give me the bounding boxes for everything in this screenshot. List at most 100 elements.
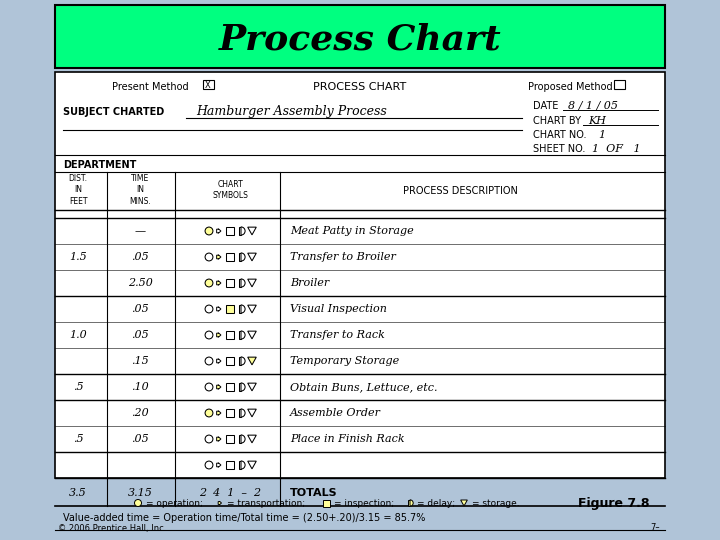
Text: X: X: [205, 80, 211, 90]
Bar: [226, 435, 234, 443]
Polygon shape: [461, 500, 467, 506]
Bar: [55, 5, 665, 68]
Text: .15: .15: [131, 356, 149, 366]
Circle shape: [205, 461, 213, 469]
Polygon shape: [248, 435, 256, 443]
Text: 2  4  1  –  2: 2 4 1 – 2: [199, 488, 261, 498]
Wedge shape: [241, 331, 245, 339]
Circle shape: [205, 227, 213, 235]
Text: DEPARTMENT: DEPARTMENT: [63, 160, 136, 170]
Text: SUBJECT CHARTED: SUBJECT CHARTED: [63, 107, 164, 117]
Text: .05: .05: [131, 304, 149, 314]
Text: Value-added time = Operation time/Total time = (2.50+.20)/3.15 = 85.7%: Value-added time = Operation time/Total …: [63, 513, 426, 523]
Bar: [239, 331, 241, 339]
Circle shape: [205, 331, 213, 339]
FancyArrow shape: [217, 359, 221, 363]
FancyArrow shape: [218, 501, 222, 505]
Text: Meat Patty in Storage: Meat Patty in Storage: [290, 226, 414, 236]
Text: .05: .05: [131, 434, 149, 444]
Text: Transfer to Rack: Transfer to Rack: [290, 330, 385, 340]
Bar: [226, 253, 234, 261]
FancyArrow shape: [217, 463, 221, 467]
Text: .05: .05: [131, 330, 149, 340]
Circle shape: [205, 435, 213, 443]
Text: Visual Inspection: Visual Inspection: [290, 304, 387, 314]
Bar: [614, 80, 625, 89]
Text: Present Method: Present Method: [112, 82, 189, 92]
Text: = transportation;: = transportation;: [227, 498, 305, 508]
Text: 1.0: 1.0: [69, 330, 87, 340]
Text: DATE: DATE: [533, 101, 559, 111]
Bar: [203, 80, 214, 89]
Wedge shape: [241, 461, 245, 469]
Polygon shape: [248, 461, 256, 469]
Wedge shape: [241, 409, 245, 417]
Circle shape: [205, 253, 213, 261]
FancyArrow shape: [217, 281, 221, 285]
Bar: [226, 409, 234, 417]
Text: Place in Finish Rack: Place in Finish Rack: [290, 434, 405, 444]
Text: = inspection;: = inspection;: [334, 498, 394, 508]
Text: CHART BY: CHART BY: [533, 116, 581, 126]
Circle shape: [205, 357, 213, 365]
Text: PROCESS DESCRIPTION: PROCESS DESCRIPTION: [402, 186, 518, 196]
Polygon shape: [248, 383, 256, 391]
Text: Hamburger Assembly Process: Hamburger Assembly Process: [196, 105, 387, 118]
Bar: [239, 383, 241, 391]
Text: Figure 7.8: Figure 7.8: [578, 496, 650, 510]
Bar: [226, 461, 234, 469]
Wedge shape: [241, 279, 245, 287]
Text: Assemble Order: Assemble Order: [290, 408, 381, 418]
Circle shape: [205, 409, 213, 417]
Text: .20: .20: [131, 408, 149, 418]
Text: CHART NO.: CHART NO.: [533, 130, 587, 140]
Text: —: —: [135, 226, 145, 236]
Text: = delay;: = delay;: [417, 498, 455, 508]
Bar: [239, 279, 241, 287]
Bar: [226, 227, 234, 235]
Wedge shape: [241, 253, 245, 261]
Bar: [239, 227, 241, 235]
Text: CHART
SYMBOLS: CHART SYMBOLS: [212, 180, 248, 200]
Text: = operation;: = operation;: [146, 498, 203, 508]
Polygon shape: [248, 305, 256, 313]
Text: 3.15: 3.15: [127, 488, 153, 498]
Text: Proposed Method: Proposed Method: [528, 82, 613, 92]
Bar: [55, 72, 665, 478]
Text: 2.50: 2.50: [127, 278, 153, 288]
Text: 1.5: 1.5: [69, 252, 87, 262]
Text: Process Chart: Process Chart: [219, 22, 501, 56]
Polygon shape: [248, 331, 256, 339]
Bar: [239, 461, 241, 469]
Polygon shape: [248, 357, 256, 365]
Text: SHEET NO.: SHEET NO.: [533, 144, 585, 154]
Wedge shape: [241, 227, 245, 235]
Polygon shape: [248, 279, 256, 287]
Wedge shape: [241, 357, 245, 365]
FancyArrow shape: [217, 411, 221, 415]
Text: .5: .5: [73, 434, 84, 444]
Text: Temporary Storage: Temporary Storage: [290, 356, 400, 366]
Bar: [323, 500, 330, 507]
Text: TIME
IN
MINS.: TIME IN MINS.: [129, 174, 151, 206]
Wedge shape: [241, 305, 245, 313]
Polygon shape: [248, 227, 256, 235]
Text: Obtain Buns, Lettuce, etc.: Obtain Buns, Lettuce, etc.: [290, 382, 438, 392]
Bar: [239, 253, 241, 261]
Text: DIST.
IN
FEET: DIST. IN FEET: [68, 174, 88, 206]
Circle shape: [205, 383, 213, 391]
Text: 8 / 1 / 05: 8 / 1 / 05: [568, 101, 618, 111]
FancyArrow shape: [217, 384, 221, 389]
Bar: [239, 409, 241, 417]
Text: .10: .10: [131, 382, 149, 392]
Wedge shape: [241, 383, 245, 391]
Bar: [239, 357, 241, 365]
FancyArrow shape: [217, 307, 221, 311]
FancyArrow shape: [217, 255, 221, 259]
Text: = storage.: = storage.: [472, 498, 520, 508]
FancyArrow shape: [217, 229, 221, 233]
Wedge shape: [241, 435, 245, 443]
Text: TOTALS: TOTALS: [290, 488, 338, 498]
Bar: [226, 305, 234, 313]
Polygon shape: [248, 253, 256, 261]
